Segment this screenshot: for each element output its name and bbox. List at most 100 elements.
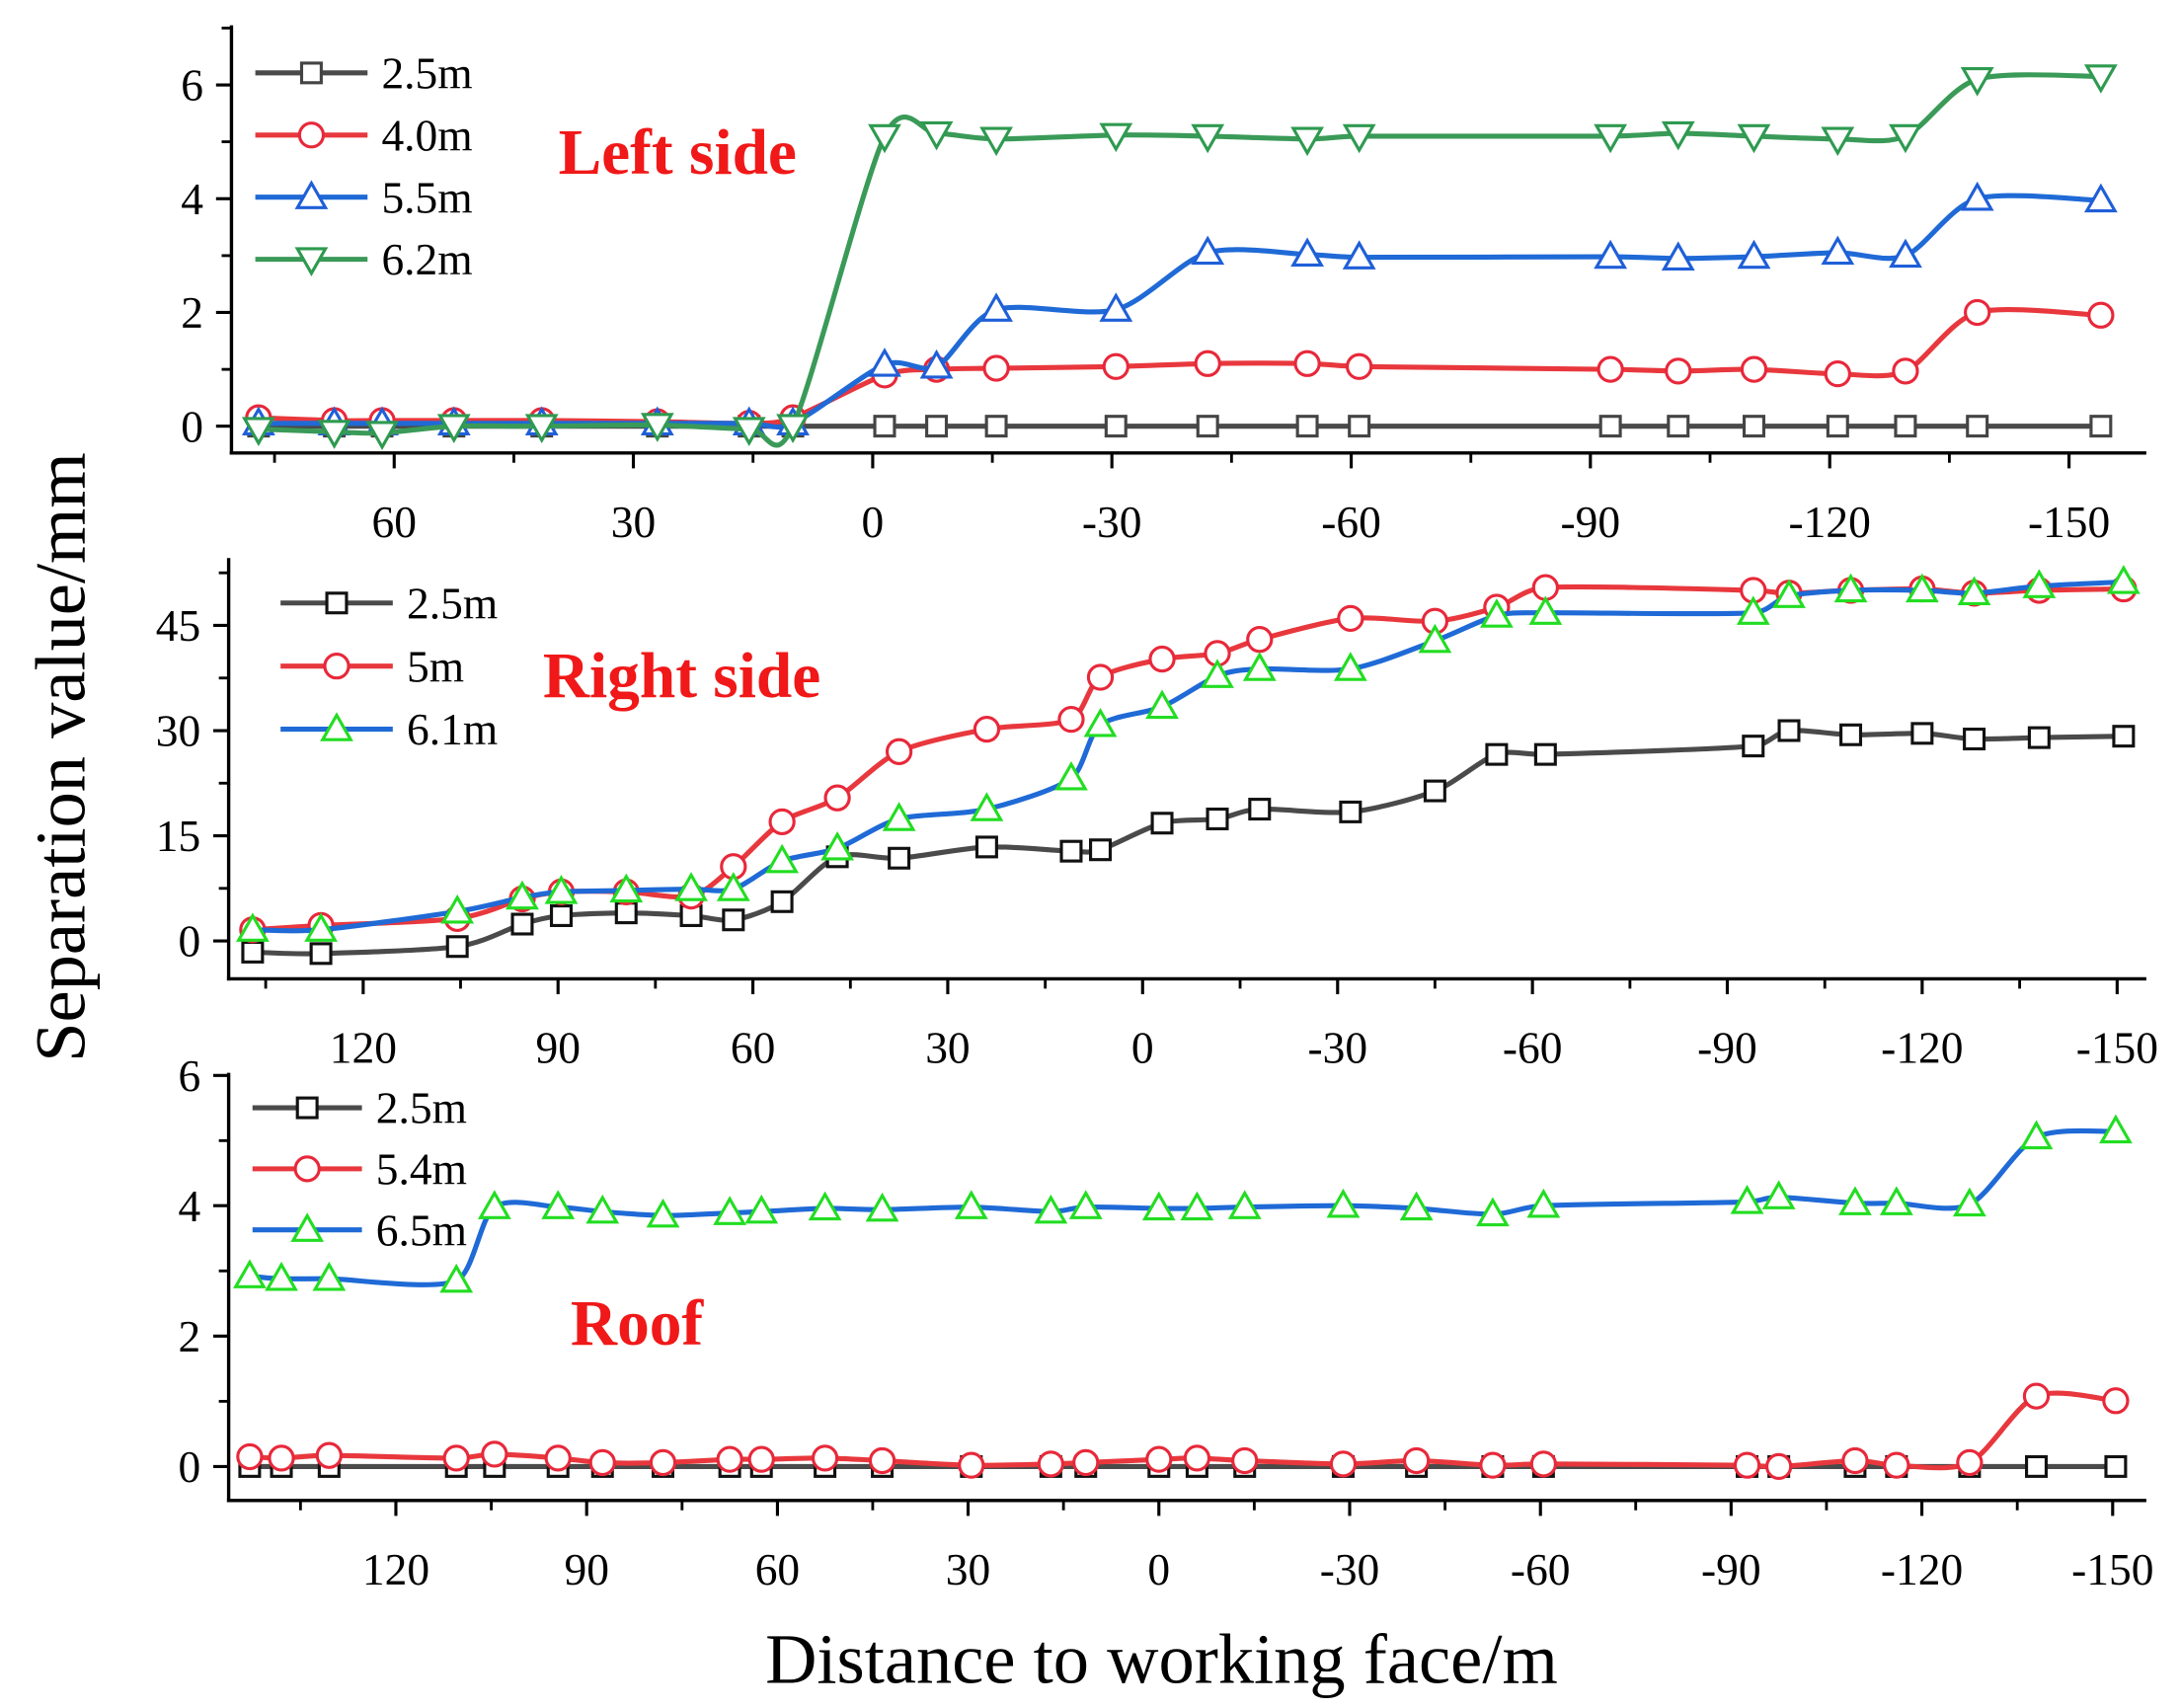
right-side-2-5m-point [614, 901, 638, 925]
roof-5-4m-point [1479, 1451, 1507, 1479]
left-side-2-5m-point [2089, 415, 2113, 438]
right-side-x-tick-label: 30 [925, 1023, 970, 1073]
right-side-5m-point [768, 808, 796, 835]
left-side-4-0m-point [2087, 301, 2115, 329]
left-side-6-2m-point [732, 417, 766, 446]
roof-y-tick-label: 6 [178, 1050, 200, 1101]
roof-5-4m-point [268, 1444, 295, 1472]
right-side-2-5m-point [974, 835, 998, 859]
right-side-5m-point [1057, 706, 1085, 734]
left-side-legend-6-2m-label: 6.2m [381, 234, 472, 284]
left-side-6-2m-point [241, 417, 275, 446]
right-side-6-1m-point [2022, 569, 2057, 598]
left-side-6-2m-point [640, 413, 674, 442]
roof-5-4m-point [315, 1441, 343, 1469]
roof-annotation: Roof [571, 1288, 705, 1359]
right-side-2-5m-point [1777, 719, 1801, 742]
right-side-2-5m-point [1339, 800, 1362, 823]
roof-5-4m-point [1956, 1448, 1984, 1477]
right-side-x-tick-label: -150 [2076, 1023, 2158, 1073]
right-side-2-5m-line [250, 728, 2127, 957]
left-side-5-5m-point [868, 348, 901, 377]
right-side-6-1m-line [250, 579, 2127, 934]
right-side-x-tick-label: 60 [731, 1023, 775, 1073]
right-side-2-5m-point [510, 912, 534, 936]
roof-5-4m-point [2022, 1382, 2051, 1410]
right-side-6-1m-point [1736, 595, 1770, 625]
left-side-6-2m-point [1342, 123, 1376, 154]
roof-6-5m-point [477, 1190, 511, 1219]
left-side-6-2m-point [776, 414, 810, 444]
right-side-legend-5m-marker [323, 653, 350, 680]
right-side-6-1m-point [1201, 659, 1234, 688]
roof-5-4m-point [1231, 1446, 1259, 1475]
left-side-x-tick-label: -60 [1321, 497, 1381, 547]
left-side-4-0m-point [1824, 360, 1851, 388]
roof-6-5m-point [713, 1196, 747, 1225]
right-side-x-tick-label: -60 [1503, 1023, 1563, 1073]
right-side-5m-point [885, 738, 913, 765]
right-side-x-tick-label: -30 [1307, 1023, 1367, 1073]
roof-x-tick-label: -60 [1511, 1544, 1571, 1594]
roof-6-5m-point [646, 1198, 680, 1228]
right-side-6-1m-point [970, 792, 1004, 821]
right-side-2-5m-point [1206, 807, 1229, 830]
left-side-6-2m-point [919, 120, 954, 151]
right-side-2-5m-point [1059, 839, 1083, 863]
left-side-6-2m-point [365, 421, 399, 450]
roof-5-4m-point [868, 1446, 896, 1475]
left-side-2-5m-point [873, 415, 896, 438]
roof-6-5m-point [1180, 1191, 1214, 1221]
left-side-5-5m-point [1594, 239, 1628, 270]
right-side-2-5m-point [888, 846, 911, 870]
roof-5-4m-point [1841, 1446, 1869, 1475]
right-side-2-5m-point [1839, 723, 1863, 746]
left-side-4-0m-point [1665, 357, 1692, 385]
right-side-annotation: Right side [543, 641, 820, 712]
roof-legend-5-4m-marker [293, 1155, 321, 1183]
left-side-6-2m-point [1594, 123, 1628, 154]
right-side-6-1m-point [882, 802, 916, 831]
left-side-2-5m-point [984, 415, 1008, 438]
right-side-2-5m-point [1742, 735, 1765, 758]
right-side-2-5m-point [1910, 722, 1934, 745]
right-side-x-tick-label: -120 [1881, 1023, 1963, 1073]
left-side-5-5m-point [1661, 241, 1695, 271]
roof-6-5m-point [1476, 1197, 1510, 1227]
left-side-2-5m-point [1598, 415, 1622, 438]
right-side-6-1m-point [716, 872, 750, 901]
right-side-2-5m-point [722, 908, 745, 932]
right-side-5m-point [1337, 604, 1364, 633]
left-side-6-2m-point [524, 414, 559, 444]
left-side-4-0m-point [1346, 352, 1373, 380]
roof-panel: 120 90 60 30 0 -30 -60 -90 -120 -150 0 2 4 6 2.5m 5.4m 6… [178, 1050, 2153, 1594]
right-side-2-5m-point [1248, 798, 1272, 821]
left-side-6-2m-point [1821, 126, 1855, 157]
left-side-5-5m-point [1960, 181, 1994, 211]
left-side-2-5m-point [1196, 415, 1219, 438]
right-side-6-1m-point [1054, 760, 1088, 791]
left-side-6-2m-point [1661, 120, 1695, 151]
roof-6-5m-point [808, 1191, 842, 1221]
right-side-6-1m-point [1418, 623, 1452, 654]
roof-y-tick-label: 4 [178, 1181, 200, 1231]
roof-6-5m-point [2099, 1114, 2133, 1144]
right-side-2-5m-point [1150, 812, 1174, 835]
roof-5-4m-point [747, 1445, 775, 1473]
roof-5-4m-point [1883, 1451, 1910, 1479]
left-side-6-2m-point [1960, 67, 1994, 97]
right-side-y-tick-label: 45 [156, 600, 200, 651]
roof-5-4m-point [649, 1448, 677, 1477]
left-side-legend-5-5m-marker [294, 180, 329, 209]
roof-5-4m-point [716, 1445, 743, 1473]
left-side-2-5m-point [925, 415, 949, 438]
left-side-x-tick-label: 30 [611, 497, 656, 547]
roof-x-tick-label: 30 [946, 1544, 990, 1594]
left-side-x-tick-label: -150 [2028, 497, 2110, 547]
roof-legend-6-5m-label: 6.5m [376, 1204, 467, 1255]
right-side-6-1m-point [609, 873, 644, 903]
roof-5-4m-point [2102, 1387, 2130, 1415]
right-side-2-5m-point [770, 890, 794, 913]
left-side-2-5m-point [1667, 415, 1690, 438]
roof-x-tick-label: 120 [362, 1544, 429, 1594]
